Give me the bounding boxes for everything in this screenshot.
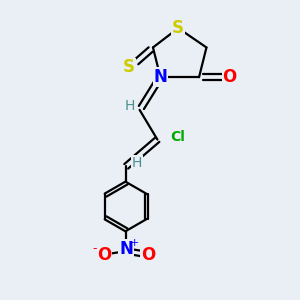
Text: N: N (154, 68, 167, 86)
Text: S: S (123, 58, 135, 76)
Text: O: O (223, 68, 237, 86)
Text: O: O (141, 246, 155, 264)
Text: O: O (97, 246, 111, 264)
Text: +: + (130, 238, 139, 248)
Text: N: N (119, 240, 133, 258)
Text: -: - (92, 242, 97, 255)
Text: S: S (172, 19, 184, 37)
Text: H: H (131, 156, 142, 170)
Text: H: H (125, 99, 135, 113)
Text: Cl: Cl (170, 130, 185, 144)
